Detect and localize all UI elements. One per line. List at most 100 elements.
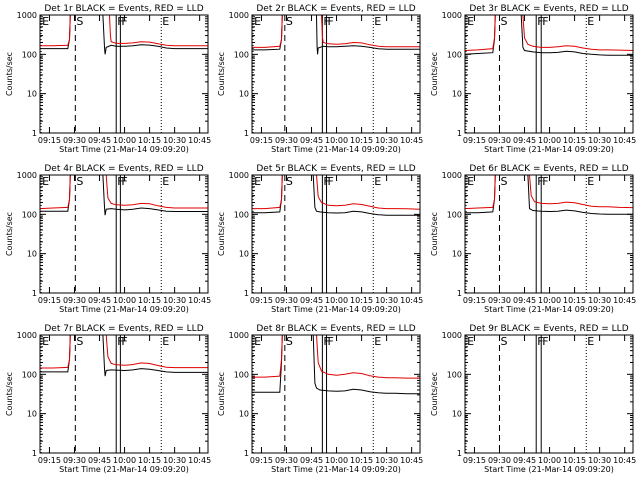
marker-letter-f: F <box>121 15 127 28</box>
x-tick-label: 10:00 <box>113 456 136 465</box>
x-tick-label: 10:00 <box>113 136 136 145</box>
marker-letter-f: F <box>328 335 334 348</box>
x-tick-label: 09:15 <box>463 456 486 465</box>
x-tick-label: 09:45 <box>513 136 536 145</box>
x-tick-label: 10:45 <box>613 296 636 305</box>
x-axis-label: Start Time (21-Mar-14 09:09:20) <box>59 145 189 154</box>
series-group <box>40 175 208 216</box>
y-tick-label: 100 <box>234 50 249 59</box>
x-tick-label: 10:45 <box>400 136 423 145</box>
marker-letter-e: E <box>162 335 169 348</box>
y-axis-label: Counts/sec <box>217 52 226 96</box>
x-tick-label: 09:30 <box>275 296 298 305</box>
x-tick-label: 10:00 <box>325 456 348 465</box>
marker-letter-e: E <box>587 335 594 348</box>
x-tick-label: 09:30 <box>275 456 298 465</box>
y-tick-label: 1000 <box>442 11 462 20</box>
marker-letter-s: S <box>500 175 507 188</box>
series-line-lld <box>40 175 208 210</box>
x-tick-label: 09:45 <box>300 296 323 305</box>
x-axis-label: Start Time (21-Mar-14 09:09:20) <box>484 145 614 154</box>
x-tick-label: 09:15 <box>250 136 273 145</box>
x-tick-label: 09:30 <box>488 296 511 305</box>
marker-letter-e: E <box>587 15 594 28</box>
panel-title: Det 9r BLACK = Events, RED = LLD <box>469 324 628 334</box>
plot-frame <box>39 334 209 454</box>
marker-letter-f: F <box>328 15 334 28</box>
panel-title: Det 2r BLACK = Events, RED = LLD <box>256 4 415 14</box>
panel-det-1: Det 1r BLACK = Events, RED = LLD 1 10 100 10… <box>5 4 211 154</box>
plot-frame <box>39 174 209 294</box>
y-tick-label: 1 <box>457 449 462 458</box>
series-group <box>465 175 633 215</box>
y-tick-label: 100 <box>22 210 37 219</box>
y-axis-label: Counts/sec <box>430 212 439 256</box>
x-tick-label: 10:15 <box>563 296 586 305</box>
panel-title: Det 6r BLACK = Events, RED = LLD <box>469 164 628 174</box>
y-axis-label: Counts/sec <box>5 212 14 256</box>
x-tick-label: 09:45 <box>88 296 111 305</box>
panel-det-9: Det 9r BLACK = Events, RED = LLD 1 10 100 10… <box>430 324 636 474</box>
marker-letter-e: E <box>467 175 474 188</box>
x-tick-label: 10:45 <box>613 456 636 465</box>
x-tick-label: 09:15 <box>38 296 61 305</box>
y-axis-label: Counts/sec <box>217 212 226 256</box>
x-tick-label: 10:00 <box>538 136 561 145</box>
y-axis-label: Counts/sec <box>430 52 439 96</box>
x-axis-label: Start Time (21-Mar-14 09:09:20) <box>59 465 189 474</box>
plot-frame <box>251 174 421 294</box>
x-axis-label: Start Time (21-Mar-14 09:09:20) <box>484 465 614 474</box>
y-tick-label: 100 <box>447 370 462 379</box>
x-tick-label: 10:00 <box>325 136 348 145</box>
y-tick-label: 1 <box>32 289 37 298</box>
y-tick-label: 100 <box>447 210 462 219</box>
series-group <box>465 15 633 56</box>
marker-letter-e: E <box>162 175 169 188</box>
plot-frame <box>39 14 209 134</box>
marker-letter-e: E <box>42 335 49 348</box>
panel-det-4: Det 4r BLACK = Events, RED = LLD 1 10 100 10… <box>5 164 211 314</box>
series-group <box>40 15 208 55</box>
y-tick-label: 10 <box>239 250 249 259</box>
marker-letter-f: F <box>537 175 543 188</box>
x-tick-label: 09:15 <box>250 296 273 305</box>
x-tick-label: 10:30 <box>588 136 611 145</box>
x-tick-label: 10:15 <box>350 296 373 305</box>
x-tick-label: 10:45 <box>400 296 423 305</box>
marker-letter-f: F <box>121 335 127 348</box>
series-line-lld <box>465 175 633 210</box>
plot-frame <box>464 14 634 134</box>
x-tick-label: 10:15 <box>138 136 161 145</box>
y-tick-label: 1 <box>32 449 37 458</box>
x-tick-label: 09:45 <box>513 456 536 465</box>
x-tick-label: 09:30 <box>488 456 511 465</box>
y-tick-label: 1 <box>244 449 249 458</box>
x-tick-label: 10:30 <box>163 296 186 305</box>
y-tick-label: 1000 <box>442 171 462 180</box>
series-line-lld <box>252 15 420 48</box>
y-tick-label: 10 <box>452 250 462 259</box>
x-tick-label: 10:30 <box>375 136 398 145</box>
y-tick-label: 1000 <box>229 11 249 20</box>
panel-title: Det 3r BLACK = Events, RED = LLD <box>469 4 628 14</box>
x-tick-label: 10:15 <box>350 136 373 145</box>
series-group <box>40 335 208 377</box>
series-line-lld <box>252 335 420 379</box>
marker-letter-e: E <box>162 15 169 28</box>
panel-title: Det 7r BLACK = Events, RED = LLD <box>44 324 203 334</box>
y-tick-label: 10 <box>452 410 462 419</box>
series-group <box>252 15 420 55</box>
y-tick-label: 100 <box>447 50 462 59</box>
x-tick-label: 09:45 <box>88 136 111 145</box>
x-tick-label: 10:45 <box>400 456 423 465</box>
panels: Det 1r BLACK = Events, RED = LLD11010010… <box>5 4 636 474</box>
y-tick-label: 1 <box>244 129 249 138</box>
y-tick-label: 1000 <box>229 331 249 340</box>
marker-letter-s: S <box>286 15 293 28</box>
marker-letter-s: S <box>286 335 293 348</box>
y-axis-label: Counts/sec <box>5 372 14 416</box>
x-tick-label: 10:30 <box>163 456 186 465</box>
y-tick-label: 1 <box>457 129 462 138</box>
marker-letter-e: E <box>467 15 474 28</box>
series-group <box>252 335 420 395</box>
